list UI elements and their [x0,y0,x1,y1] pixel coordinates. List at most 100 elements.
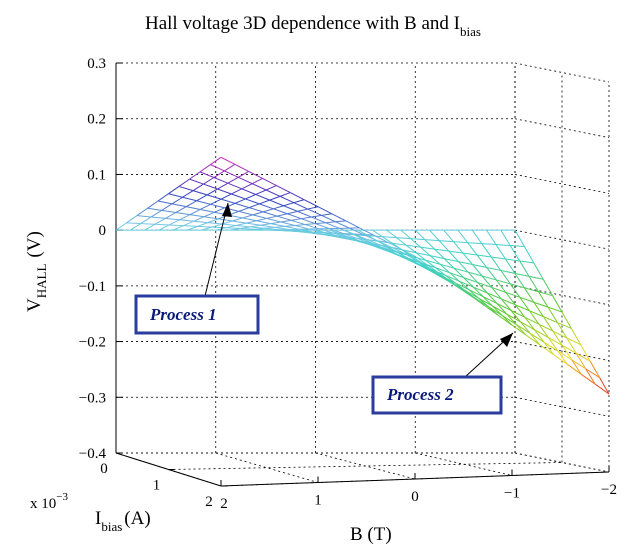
surface-mesh-line [477,282,492,288]
surface-mesh-line [552,330,563,346]
surface-mesh-line [449,272,464,279]
surface-mesh-line [248,170,263,179]
surface-mesh-line [238,176,253,185]
surface-mesh [115,156,610,395]
surface-mesh-line [331,235,342,239]
surface-mesh-line [415,252,427,261]
x-tick-label: 2 [220,496,228,512]
surface-mesh-line [367,235,379,242]
surface-mesh-line [453,267,469,273]
surface-mesh-line [425,259,440,265]
surface-mesh-line [443,229,454,242]
surface-mesh-line [425,259,436,269]
surface-mesh-line [462,252,473,265]
surface-mesh-line [420,246,431,257]
surface-mesh-line [266,217,282,223]
surface-mesh-line [126,222,141,225]
surface-mesh-line [175,206,187,213]
surface-mesh-line [556,322,568,339]
x-tick-label: 1 [314,493,322,509]
surface-mesh-line [221,223,237,226]
surface-mesh-line [439,263,450,274]
surface-mesh-line [478,297,489,308]
surface-mesh-line [421,262,432,270]
surface-mesh-line [203,216,219,220]
surface-mesh-line [397,251,408,259]
surface-mesh-line [234,163,249,172]
surface-mesh-line [221,220,233,225]
surface-mesh-line [280,219,292,223]
surface-mesh-line [553,354,568,365]
surface-mesh-line [168,219,180,226]
surface-mesh-line [448,250,464,254]
x-tick-label: −1 [504,486,520,502]
surface-mesh-line [509,283,521,298]
surface-mesh-line [382,236,397,239]
tick-labels: 0.3 0.2 0.1 0 −0.1 −0.2 −0.3 −0.4 2 1 0 −1 −2 0 1 2 [79,56,617,512]
surface-mesh-line [542,279,554,296]
y-tick-label: 2 [205,494,213,510]
surface-mesh-line [196,194,208,202]
surface-mesh-line [445,274,460,282]
surface-mesh-line [349,227,364,235]
surface-mesh-line [236,224,251,228]
z-tick-label: −0.1 [79,279,106,295]
surface-mesh-line [246,220,257,224]
surface-mesh-line [246,222,261,226]
surface-mesh-line [242,214,253,219]
surface-mesh-line [524,316,540,325]
surface-mesh-line [345,237,356,242]
surface-mesh-line [329,229,340,235]
surface-mesh-line [197,225,212,228]
surface-mesh-line [227,182,242,190]
surface-mesh-line [391,246,402,250]
surface-mesh-line [471,229,483,244]
surface-mesh-line [519,260,534,264]
surface-mesh-line [343,229,355,236]
surface-mesh-line [242,217,257,222]
surface-mesh-line [509,245,521,262]
surface-mesh-line [248,203,260,209]
surface-mesh-line [136,207,148,216]
surface-mesh-line [496,279,511,285]
surface-mesh-line [491,256,506,260]
surface-mesh-line [490,256,502,271]
surface-mesh-line [453,267,464,278]
surface-mesh-line [450,282,461,290]
surface-mesh-line [307,208,322,216]
surface-mesh-line [430,255,445,260]
surface-mesh-line [301,218,316,225]
grid-layer [115,62,610,487]
surface-mesh-line [349,236,360,242]
surface-mesh-line [528,275,544,280]
surface-mesh-line [472,286,484,297]
surface-mesh-line [458,261,469,273]
surface-mesh-line [259,203,274,210]
surface-mesh-line [500,229,511,246]
surface-mesh-line [444,258,459,263]
surface-mesh-line [169,224,184,227]
surface-mesh-line [179,219,194,222]
annotation-process-2: Process 2 [371,332,514,415]
surface-mesh-line [585,368,600,379]
surface-mesh-line [147,207,162,211]
surface-mesh-line [283,205,298,212]
surface-mesh-line [321,214,336,223]
surface-mesh-line [562,345,577,354]
surface-mesh-line [315,223,330,230]
surface-mesh-line [279,195,295,204]
surface-mesh-line [238,207,250,212]
surface-mesh-line [511,324,527,336]
surface-mesh-line [444,274,456,284]
surface-mesh-line [325,221,336,224]
surface-mesh-line [186,206,201,210]
surface-mesh-line [463,277,478,284]
grid-line-z [514,118,610,139]
surface-mesh-line [467,271,479,283]
grid-line-z [514,174,610,194]
z-tick-label: 0.2 [87,112,106,128]
surface-mesh-line [510,283,525,289]
surface-mesh-line [335,220,346,223]
surface-mesh-line [203,177,215,185]
surface-mesh-line [165,212,177,219]
